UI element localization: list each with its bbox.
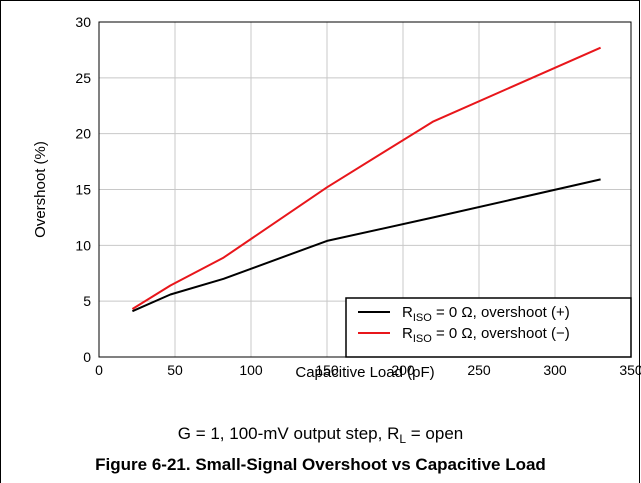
overshoot-chart: 0 50 100 150 200 250 300 350 0 5 10 15 20 25 30 Capac… — [32, 14, 641, 381]
y-tick-label: 30 — [75, 14, 91, 30]
chart-grid — [99, 22, 631, 357]
y-tick-label: 15 — [75, 182, 91, 198]
legend-label: RISO = 0 Ω, overshoot (+) — [402, 304, 570, 324]
condition-text: G = 1, 100-mV output step, R — [177, 424, 400, 443]
x-tick-label: 0 — [95, 362, 103, 378]
legend-label: RISO = 0 Ω, overshoot (−) — [402, 325, 570, 345]
y-tick-label: 10 — [75, 237, 91, 253]
x-tick-label: 150 — [315, 362, 339, 378]
y-tick-label: 5 — [83, 293, 91, 309]
x-tick-label: 350 — [619, 362, 641, 378]
chart-legend: RISO = 0 Ω, overshoot (+)RISO = 0 Ω, ove… — [345, 297, 632, 358]
condition-text-rest: = open — [406, 424, 464, 443]
x-tick-label: 50 — [167, 362, 183, 378]
y-tick-label: 25 — [75, 70, 91, 86]
series-line-2 — [131, 46, 602, 310]
chart-series — [131, 46, 602, 313]
x-tick-label: 250 — [467, 362, 491, 378]
figure-caption: Figure 6-21. Small-Signal Overshoot vs C… — [95, 455, 546, 474]
x-tick-label: 200 — [391, 362, 415, 378]
x-axis-title: Capacitive Load (pF) — [295, 364, 434, 381]
x-tick-label: 100 — [239, 362, 263, 378]
x-axis-ticks: 0 50 100 150 200 250 300 350 — [95, 362, 641, 378]
x-tick-label: 300 — [543, 362, 567, 378]
y-axis-title: Overshoot (%) — [32, 141, 49, 238]
y-axis-ticks: 0 5 10 15 20 25 30 — [75, 14, 91, 365]
test-condition: G = 1, 100-mV output step, RL = open — [0, 424, 641, 446]
legend-box — [345, 297, 632, 358]
y-tick-label: 20 — [75, 126, 91, 142]
y-tick-label: 0 — [83, 349, 91, 365]
condition-subscript: L — [399, 432, 407, 446]
series-line-1 — [131, 178, 601, 313]
